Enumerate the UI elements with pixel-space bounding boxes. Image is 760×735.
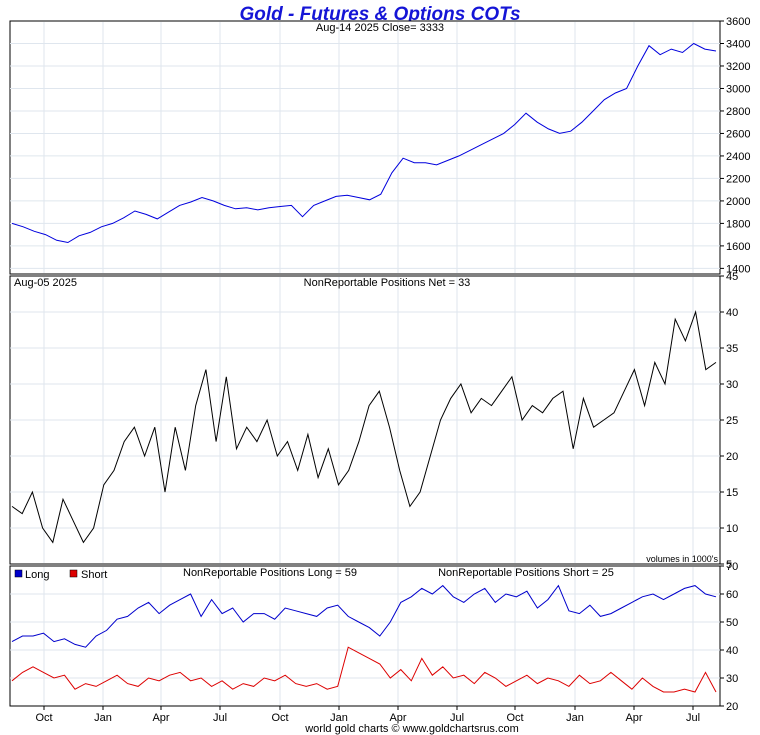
long-subtitle: NonReportable Positions Long = 59 <box>183 567 357 579</box>
short-series-line <box>11 646 717 693</box>
net-date: Aug-05 2025 <box>14 277 77 289</box>
price-panel: Aug-14 2025 Close= 3333 1400 1600 1800 2000… <box>9 16 750 275</box>
net-subtitle: NonReportable Positions Net = 33 <box>304 277 471 289</box>
net-panel-ytick-label: 35 <box>726 343 738 355</box>
long-series-line <box>11 584 717 648</box>
net-panel: Aug-05 2025 NonReportable Positions Net … <box>9 271 738 571</box>
x-tick-label: Jan <box>330 712 348 724</box>
price-panel-ytick-label: 1800 <box>726 218 750 230</box>
net-panel-series-line <box>11 310 717 544</box>
legend-short-swatch <box>69 569 78 578</box>
x-tick-label: Oct <box>271 712 288 724</box>
x-tick-label: Oct <box>35 712 52 724</box>
price-panel-frame <box>9 20 721 275</box>
net-panel-ytick-label: 10 <box>726 523 738 535</box>
long-short-panel-frame <box>9 565 721 707</box>
footer-credit: world gold charts © www.goldchartsrus.co… <box>304 723 519 735</box>
price-panel-ytick-label: 2000 <box>726 196 750 208</box>
net-panel-ytick-label: 15 <box>726 487 738 499</box>
price-panel-ytick-label: 3400 <box>726 38 750 50</box>
long-short-panel-ytick-label: 70 <box>726 561 738 573</box>
net-panel-ytick-label: 20 <box>726 451 738 463</box>
x-tick-label: Apr <box>152 712 169 724</box>
price-panel-series-line <box>11 42 717 244</box>
net-panel-ytick-label: 30 <box>726 379 738 391</box>
net-panel-ytick-label: 5 <box>726 559 732 571</box>
long-short-panel-ytick-label: 20 <box>726 701 738 713</box>
price-panel-ytick-label: 3600 <box>726 16 750 28</box>
x-tick-label: Jan <box>566 712 584 724</box>
legend-long-swatch <box>14 569 23 578</box>
short-subtitle: NonReportable Positions Short = 25 <box>438 567 614 579</box>
price-panel-ytick-label: 1400 <box>726 263 750 275</box>
legend-long-label: Long <box>25 569 49 581</box>
x-axis: Oct Jan Apr Jul Oct Jan Apr Jul Oct Jan Apr Jul <box>35 706 700 724</box>
net-panel-ytick-label: 45 <box>726 271 738 283</box>
x-tick-label: Apr <box>625 712 642 724</box>
long-short-panel: Long Short NonReportable Positions Long … <box>9 561 738 713</box>
price-panel-ytick-label: 3000 <box>726 83 750 95</box>
net-panel-ytick-label: 40 <box>726 307 738 319</box>
price-panel-ytick-label: 2800 <box>726 106 750 118</box>
price-panel-ytick-label: 2600 <box>726 128 750 140</box>
price-subtitle: Aug-14 2025 Close= 3333 <box>316 22 444 34</box>
x-tick-label: Jul <box>450 712 464 724</box>
x-tick-label: Oct <box>506 712 523 724</box>
x-tick-label: Jul <box>213 712 227 724</box>
price-panel-ytick-label: 1600 <box>726 241 750 253</box>
price-panel-ytick-label: 3200 <box>726 61 750 73</box>
long-short-panel-ytick-label: 60 <box>726 589 738 601</box>
price-panel-ytick-label: 2200 <box>726 173 750 185</box>
volumes-note: volumes in 1000's <box>646 554 718 564</box>
price-panel-grid <box>10 22 720 273</box>
net-panel-ytick-label: 25 <box>726 415 738 427</box>
chart-title: Gold - Futures & Options COTs <box>239 4 520 25</box>
x-tick-label: Apr <box>389 712 406 724</box>
long-short-panel-ytick-label: 50 <box>726 617 738 629</box>
legend-short-label: Short <box>81 569 107 581</box>
price-panel-ytick-label: 2400 <box>726 151 750 163</box>
long-short-panel-ytick-label: 40 <box>726 645 738 657</box>
long-short-panel-grid <box>10 567 720 705</box>
long-short-panel-ytick-label: 30 <box>726 673 738 685</box>
x-tick-label: Jan <box>94 712 112 724</box>
net-panel-grid <box>10 277 720 563</box>
x-tick-label: Jul <box>686 712 700 724</box>
